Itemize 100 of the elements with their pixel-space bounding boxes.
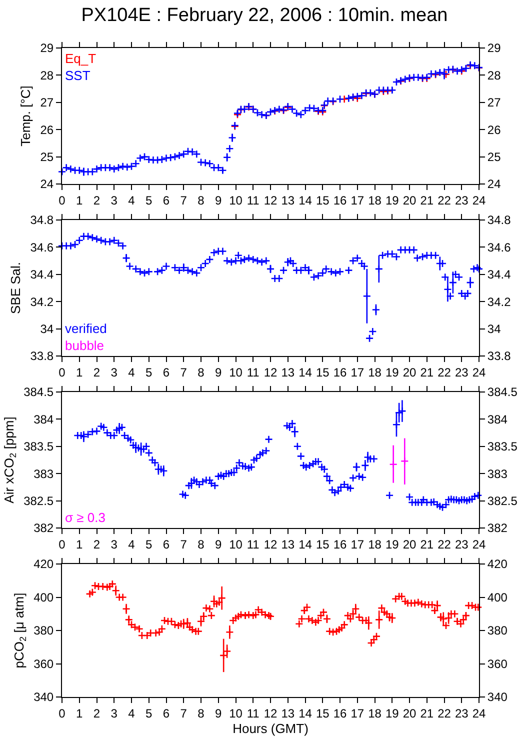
x-tick-label: 14 xyxy=(298,365,312,380)
x-tick-label: 4 xyxy=(128,365,136,380)
x-tick-label: 19 xyxy=(385,706,400,720)
y2-tick-label: 383.5 xyxy=(487,440,518,454)
y2-tick-label: 24 xyxy=(487,177,502,192)
y2-tick-label: 380 xyxy=(487,624,508,638)
x-tick-label: 7 xyxy=(180,193,188,208)
x-tick-label: 13 xyxy=(281,193,295,208)
x-tick-label: 10 xyxy=(229,706,243,720)
x-tick-label: 24 xyxy=(472,706,486,720)
x-tick-label: 12 xyxy=(264,706,278,720)
y-tick-label: 382 xyxy=(34,521,54,536)
x-tick-label: 7 xyxy=(180,365,188,380)
y-tick-label: 28 xyxy=(40,68,54,82)
x-tick-label: 11 xyxy=(246,537,260,552)
x-tick-label: 4 xyxy=(128,537,136,552)
x-tick-label: 5 xyxy=(146,706,153,720)
y2-tick-label: 34.6 xyxy=(487,240,512,254)
x-tick-label: 18 xyxy=(368,193,382,208)
x-tick-label: 5 xyxy=(146,365,153,380)
x-tick-label: 15 xyxy=(316,537,330,552)
x-tick-label: 17 xyxy=(350,193,364,208)
x-tick-label: 22 xyxy=(438,537,452,552)
y2-tick-label: 384.5 xyxy=(487,385,518,400)
x-tick-label: 0 xyxy=(58,706,66,720)
y2-tick-label: 27 xyxy=(487,96,502,110)
y-tick-label: 384 xyxy=(34,412,54,426)
x-tick-label: 20 xyxy=(402,193,416,208)
x-tick-label: 1 xyxy=(76,365,84,380)
x-tick-label: 20 xyxy=(402,365,416,380)
x-tick-label: 17 xyxy=(350,706,364,720)
x-tick-label: 0 xyxy=(58,365,66,380)
x-tick-label: 13 xyxy=(281,537,295,552)
x-tick-label: 16 xyxy=(333,537,347,552)
x-tick-label: 14 xyxy=(298,537,312,552)
y2-tick-label: 26 xyxy=(487,122,502,137)
chart-title: PX104E : February 22, 2006 : 10min. mean xyxy=(80,4,449,28)
x-tick-label: 7 xyxy=(180,537,188,552)
x-tick-label: 18 xyxy=(368,706,382,720)
x-tick-label: 24 xyxy=(472,193,486,208)
x-tick-label: 9 xyxy=(215,193,222,208)
x-tick-label: 11 xyxy=(246,365,260,380)
x-tick-label: 13 xyxy=(281,706,295,720)
y-tick-label: 340 xyxy=(34,690,54,704)
y2-tick-label: 29 xyxy=(487,41,502,56)
x-tick-label: 8 xyxy=(198,537,205,552)
y-tick-label: 380 xyxy=(34,624,54,638)
x-tick-label: 18 xyxy=(368,365,382,380)
y-tick-label: 33.8 xyxy=(30,349,54,364)
y-tick-label: 34.4 xyxy=(30,268,54,282)
y2-tick-label: 340 xyxy=(487,690,508,704)
y-tick-label: 34.8 xyxy=(30,213,54,228)
x-tick-label: 10 xyxy=(229,365,243,380)
text: verified xyxy=(65,321,107,336)
x-tick-label: 2 xyxy=(93,537,100,552)
y2-tick-label: 33.8 xyxy=(487,349,512,364)
x-tick-label: 8 xyxy=(198,193,205,208)
y-tick-label: 27 xyxy=(40,96,54,110)
x-tick-label: 5 xyxy=(146,537,153,552)
x-tick-label: 17 xyxy=(350,537,364,552)
x-tick-label: 1 xyxy=(76,706,84,720)
y-tick-label: 34.6 xyxy=(30,240,54,254)
x-tick-label: 1 xyxy=(76,537,84,552)
y-axis-title: SBE Sal. xyxy=(8,262,24,314)
y2-tick-label: 383 xyxy=(487,466,508,481)
x-tick-label: 19 xyxy=(385,193,400,208)
y2-tick-label: 34 xyxy=(487,322,502,336)
y-tick-label: 383.5 xyxy=(24,440,54,454)
x-tick-label: 5 xyxy=(146,193,153,208)
x-tick-label: 8 xyxy=(198,706,205,720)
y2-tick-label: 34.2 xyxy=(487,294,512,309)
y-tick-label: 25 xyxy=(40,150,54,164)
y-tick-label: 420 xyxy=(34,557,54,572)
x-tick-label: 13 xyxy=(281,365,295,380)
y-tick-label: 384.5 xyxy=(24,385,54,400)
x-tick-label: 14 xyxy=(298,193,312,208)
x-tick-label: 2 xyxy=(93,193,100,208)
x-tick-label: 6 xyxy=(162,193,170,208)
x-tick-label: 19 xyxy=(385,365,400,380)
x-tick-label: 23 xyxy=(454,706,469,720)
x-tick-label: 22 xyxy=(438,193,452,208)
text: σ ≥ 0.3 xyxy=(65,510,106,525)
x-tick-label: 16 xyxy=(333,365,347,380)
x-tick-label: 23 xyxy=(454,193,469,208)
x-tick-label: 9 xyxy=(215,706,222,720)
x-tick-label: 11 xyxy=(246,706,260,720)
y2-tick-label: 400 xyxy=(487,590,508,604)
x-tick-label: 18 xyxy=(368,537,382,552)
x-tick-label: 23 xyxy=(454,537,469,552)
y2-tick-label: 360 xyxy=(487,656,508,671)
x-tick-label: 2 xyxy=(93,706,100,720)
x-tick-label: 10 xyxy=(229,537,243,552)
x-tick-label: 16 xyxy=(333,193,347,208)
x-tick-label: 4 xyxy=(128,706,136,720)
y-tick-label: 29 xyxy=(40,41,54,56)
x-tick-label: 20 xyxy=(402,537,416,552)
y2-tick-label: 420 xyxy=(487,557,508,572)
x-tick-label: 10 xyxy=(229,193,243,208)
y-tick-label: 382.5 xyxy=(24,494,54,508)
x-tick-label: 22 xyxy=(438,706,452,720)
